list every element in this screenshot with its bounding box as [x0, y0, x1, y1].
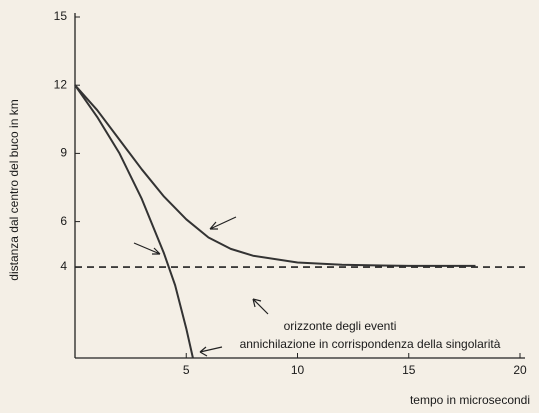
curve	[74, 84, 194, 359]
y-axis-label: distanza dal centro del buco in km	[7, 99, 21, 280]
y-tick-label: 15	[54, 9, 68, 23]
arrow	[252, 298, 269, 315]
arrow	[209, 216, 237, 230]
annotation: orizzonte degli eventi	[284, 319, 397, 333]
x-tick-label: 20	[513, 363, 527, 377]
y-tick-label: 6	[60, 214, 67, 228]
x-tick-label: 15	[402, 363, 416, 377]
x-tick-label: 5	[183, 363, 190, 377]
arrow	[199, 346, 223, 357]
annotation: annichilazione in corrispondenza della s…	[240, 337, 501, 351]
arrow	[133, 242, 161, 255]
curve	[74, 84, 476, 267]
x-axis-label: tempo in microsecondi	[410, 393, 530, 407]
y-tick-label: 12	[54, 77, 68, 91]
x-tick-label: 10	[291, 363, 305, 377]
y-tick-label: 9	[60, 146, 67, 160]
y-tick-label: 4	[60, 259, 67, 273]
arrows	[133, 216, 269, 357]
